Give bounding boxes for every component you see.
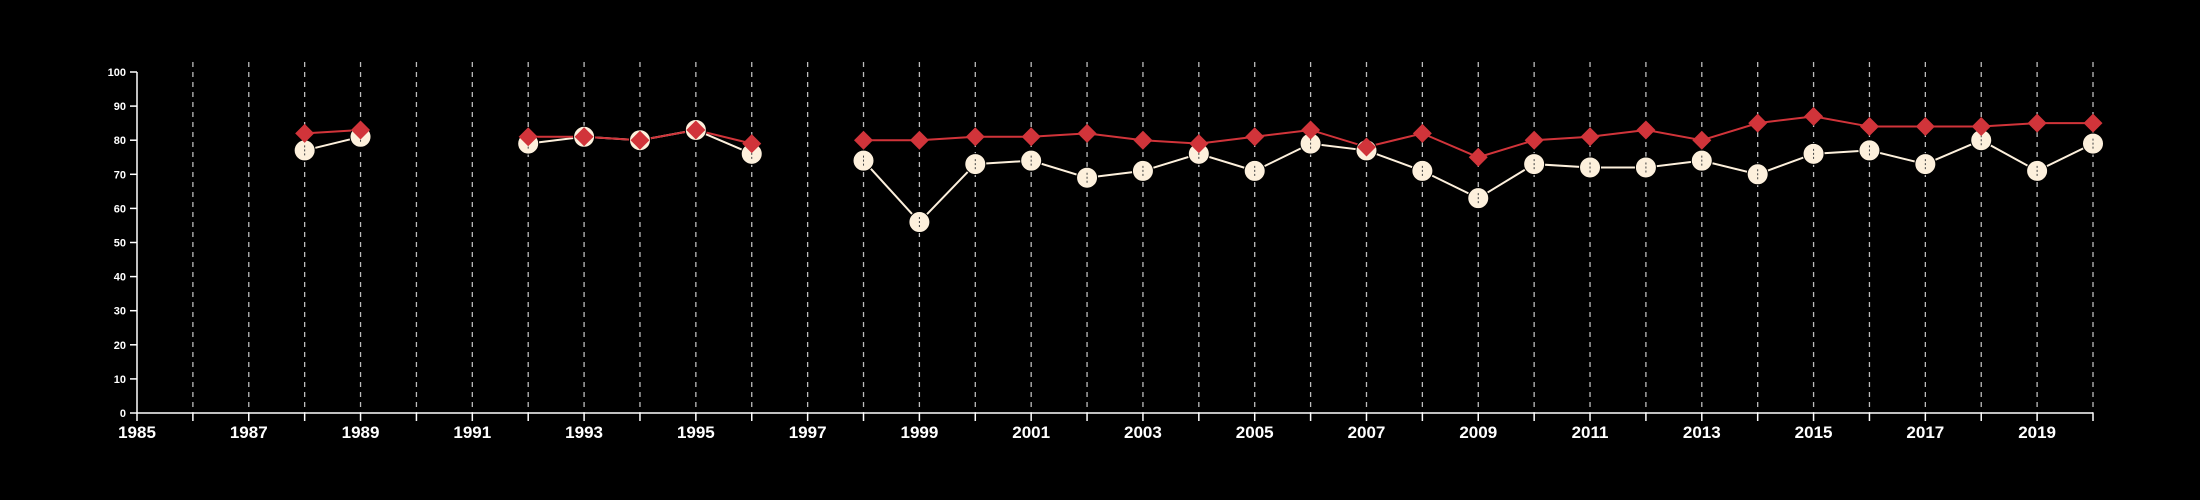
series-2-point	[1971, 117, 1991, 137]
series-2-point	[686, 120, 706, 140]
y-tick-label: 10	[114, 374, 126, 386]
series-2-point	[1636, 120, 1656, 140]
series-2-point	[854, 130, 874, 150]
x-tick-label: 2015	[1795, 423, 1833, 442]
x-tick-label: 1989	[342, 423, 380, 442]
x-tick-label: 2001	[1012, 423, 1050, 442]
series-2-point	[965, 127, 985, 147]
y-tick-label: 50	[114, 238, 126, 250]
series-2-point	[1133, 130, 1153, 150]
series-2-point	[1189, 134, 1209, 154]
x-tick-label: 1995	[677, 423, 715, 442]
x-tick-label: 2017	[1906, 423, 1944, 442]
series-2-point	[1859, 117, 1879, 137]
y-tick-label: 80	[114, 135, 126, 147]
series-2-point	[742, 134, 762, 154]
series-2-point	[574, 127, 594, 147]
series-2-point	[1580, 127, 1600, 147]
x-tick-label: 1997	[789, 423, 827, 442]
y-tick-label: 40	[114, 272, 126, 284]
gridlines	[192, 62, 2094, 413]
axes: 0 10 20 30 40 50 60 70 80 90 100 1985 1987 1989 1991 19…	[108, 67, 2094, 442]
x-tick-label: 1993	[565, 423, 603, 442]
x-tick-label: 2019	[2018, 423, 2056, 442]
series-2-line	[304, 128, 361, 135]
series-2-point	[1077, 123, 1097, 143]
series-2-point	[1245, 127, 1265, 147]
x-tick-label: 2013	[1683, 423, 1721, 442]
series-2-point	[1804, 106, 1824, 126]
x-tick-label: 2009	[1459, 423, 1497, 442]
series-2-point	[1692, 130, 1712, 150]
series-2-point	[518, 127, 538, 147]
series-2-point	[1524, 130, 1544, 150]
series-markers	[293, 106, 2104, 234]
y-tick-label: 100	[108, 67, 126, 79]
series-2-point	[1021, 127, 1041, 147]
x-tick-label: 2003	[1124, 423, 1162, 442]
y-tick-label: 20	[114, 340, 126, 352]
series-2-point	[630, 130, 650, 150]
series-2-point	[1356, 137, 1376, 157]
y-tick-label: 30	[114, 306, 126, 318]
series-2-point	[1412, 123, 1432, 143]
x-tick-label: 2005	[1236, 423, 1274, 442]
y-tick-label: 0	[120, 408, 126, 420]
series-2-point	[909, 130, 929, 150]
y-tick-label: 70	[114, 169, 126, 181]
series-2-point	[1468, 147, 1488, 167]
y-tick-label: 60	[114, 203, 126, 215]
x-tick-label: 1999	[900, 423, 938, 442]
y-tick-label: 90	[114, 101, 126, 113]
series-2-point	[295, 123, 315, 143]
x-tick-label: 2007	[1348, 423, 1386, 442]
series-2-point	[2027, 113, 2047, 133]
series-2-point	[2083, 113, 2103, 133]
series-2-point	[1301, 120, 1321, 140]
series-2-point	[351, 120, 371, 140]
x-tick-label: 1991	[453, 423, 491, 442]
series-2-point	[1748, 113, 1768, 133]
x-tick-label: 1987	[230, 423, 268, 442]
x-tick-label: 1985	[118, 423, 156, 442]
x-tick-label: 2011	[1572, 423, 1609, 442]
series-2-point	[1915, 117, 1935, 137]
